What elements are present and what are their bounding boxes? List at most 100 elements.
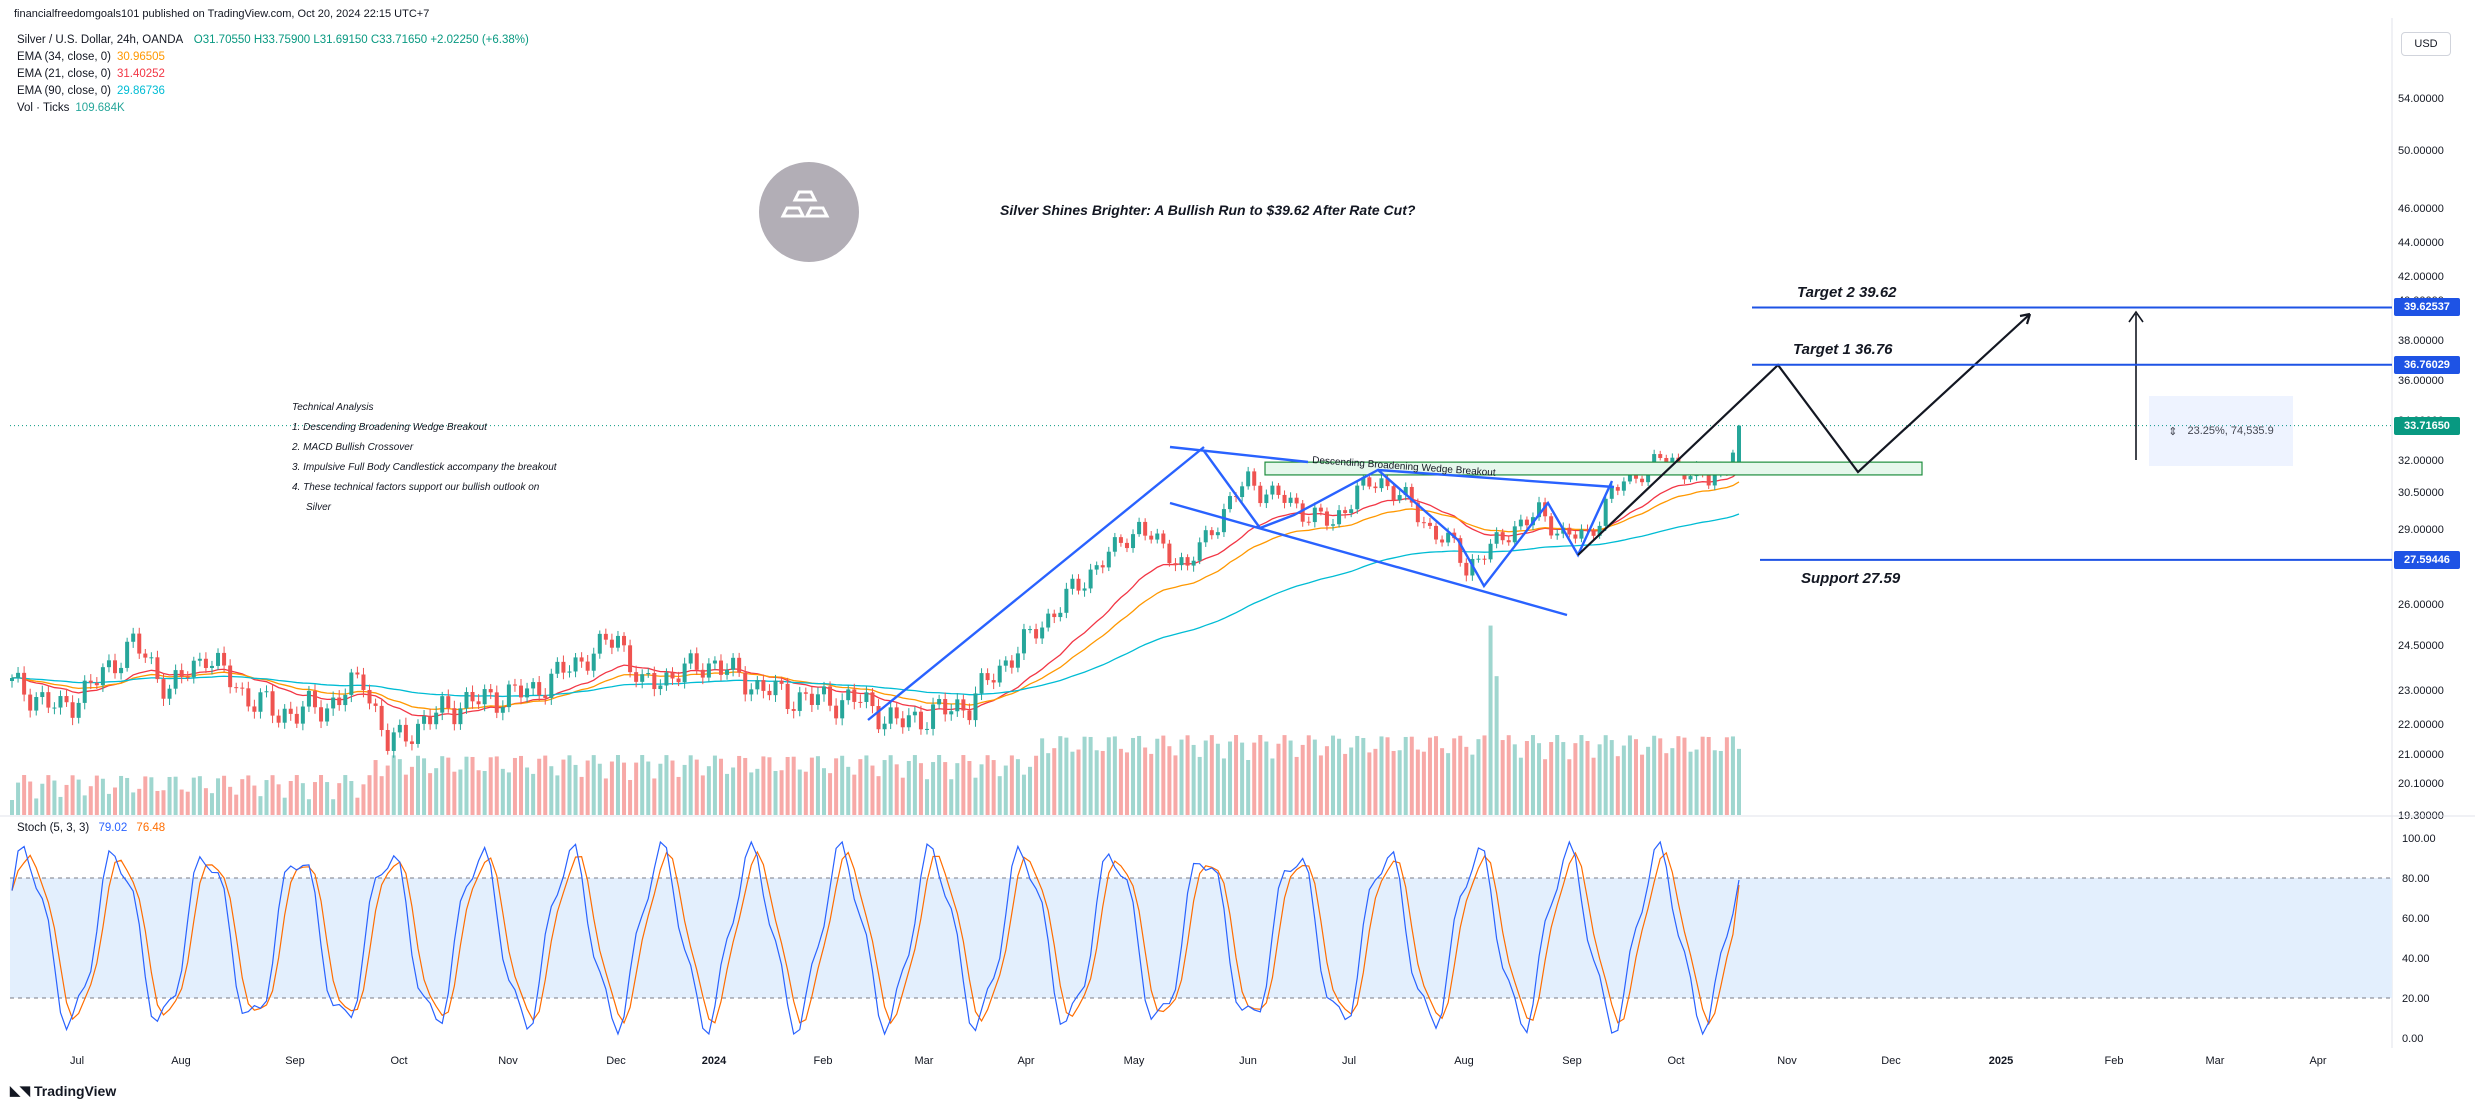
candle-body	[106, 660, 111, 668]
volume-bar	[282, 797, 287, 815]
price-range-measure[interactable]: ⇕ 23.25%, 74,535.9	[2149, 396, 2293, 466]
target1-label[interactable]: Target 1 36.76	[1793, 341, 1893, 358]
volume-row[interactable]: Vol · Ticks 109.684K	[17, 100, 529, 117]
tradingview-brand[interactable]: ◣◥ TradingView	[10, 1083, 116, 1099]
volume-bar	[1191, 744, 1196, 815]
candle-body	[840, 700, 845, 719]
candle-body	[1106, 551, 1111, 568]
candle-body	[16, 672, 21, 678]
candle-body	[1385, 478, 1390, 487]
candle-body	[1173, 563, 1178, 566]
volume-bar	[1724, 737, 1729, 815]
candle-body	[349, 672, 354, 695]
volume-bar	[46, 775, 51, 815]
candle-body	[1591, 531, 1596, 536]
candle-body	[864, 692, 869, 702]
volume-bar	[385, 765, 390, 815]
volume-bar	[628, 779, 633, 815]
price-axis-tick: 38.00000	[2398, 335, 2444, 347]
volume-bar	[76, 779, 81, 815]
candle-body	[379, 705, 384, 731]
analysis-item: 4. These technical factors support our b…	[292, 482, 540, 493]
volume-bar	[476, 770, 481, 815]
candle-body	[1324, 511, 1329, 526]
candle-body	[918, 711, 923, 730]
ema21-label: EMA (21, close, 0)	[17, 68, 111, 80]
candle-body	[1355, 485, 1360, 510]
support-label[interactable]: Support 27.59	[1801, 570, 1901, 587]
candle-body	[567, 671, 572, 673]
candle-body	[1518, 519, 1523, 527]
candle-body	[1397, 495, 1402, 501]
candle-body	[573, 657, 578, 672]
stoch-legend[interactable]: Stoch (5, 3, 3) 79.02 76.48	[17, 822, 165, 834]
volume-bar	[1627, 735, 1632, 815]
volume-bar	[240, 779, 245, 815]
volume-bar	[658, 763, 663, 815]
volume-bar	[415, 755, 420, 815]
volume-bar	[1706, 736, 1711, 815]
volume-bar	[1034, 755, 1039, 815]
candle-body	[1300, 503, 1305, 522]
candle-body	[428, 716, 433, 725]
candle-body	[70, 702, 75, 718]
volume-bar	[543, 755, 548, 815]
volume-bar	[16, 782, 21, 815]
silver-bars-icon	[780, 190, 830, 218]
candle-body	[1046, 613, 1051, 628]
candle-body	[58, 696, 63, 708]
time-axis-tick: Jun	[1239, 1055, 1257, 1067]
volume-bar	[828, 773, 833, 815]
volume-bar	[1427, 737, 1432, 815]
candle-body	[1488, 543, 1493, 560]
volume-bar	[464, 756, 469, 815]
volume-bar	[852, 774, 857, 815]
volume-bar	[1591, 757, 1596, 815]
volume-bar	[997, 776, 1002, 815]
volume-bar	[1331, 735, 1336, 815]
volume-bar	[1240, 742, 1245, 815]
volume-bar	[1149, 753, 1154, 815]
ema90-row[interactable]: EMA (90, close, 0) 29.86736	[17, 83, 529, 100]
volume-bar	[925, 779, 930, 815]
volume-bar	[676, 776, 681, 815]
volume-bar	[1700, 736, 1705, 815]
candle-body	[240, 687, 245, 689]
price-axis-tick: 21.00000	[2398, 749, 2444, 761]
volume-bar	[718, 758, 723, 815]
candle-body	[1658, 454, 1663, 458]
ema21-row[interactable]: EMA (21, close, 0) 31.40252	[17, 66, 529, 83]
volume-bar	[858, 759, 863, 815]
symbol-name[interactable]: Silver / U.S. Dollar, 24h, OANDA	[17, 34, 183, 46]
volume-bar	[1306, 735, 1311, 815]
breakout-line	[1377, 468, 1615, 489]
candle-body	[1537, 502, 1542, 518]
volume-bar	[803, 771, 808, 815]
target2-label[interactable]: Target 2 39.62	[1797, 284, 1897, 301]
volume-bar	[125, 777, 130, 815]
volume-bar	[870, 765, 875, 815]
volume-bar	[234, 794, 239, 815]
candle-body	[1609, 487, 1614, 499]
volume-bar	[1488, 625, 1493, 815]
currency-button[interactable]: USD	[2401, 32, 2451, 56]
candle-body	[519, 685, 524, 698]
candle-body	[1597, 525, 1602, 536]
candle-body	[173, 670, 178, 689]
volume-bar	[1015, 759, 1020, 815]
candle-body	[343, 694, 348, 706]
volume-bar	[379, 776, 384, 815]
price-axis-tick: 36.00000	[2398, 375, 2444, 387]
price-axis-tick: 23.00000	[2398, 685, 2444, 697]
volume-bar	[815, 756, 820, 815]
candle-body	[446, 696, 451, 709]
ema34-row[interactable]: EMA (34, close, 0) 30.96505	[17, 49, 529, 66]
volume-bar	[203, 788, 208, 815]
candle-body	[925, 728, 930, 730]
measure-icon: ⇕	[2168, 425, 2178, 438]
candle-body	[955, 699, 960, 712]
time-axis-tick: Apr	[1017, 1055, 1034, 1067]
candle-body	[1676, 457, 1681, 465]
candle-body	[1209, 530, 1214, 536]
